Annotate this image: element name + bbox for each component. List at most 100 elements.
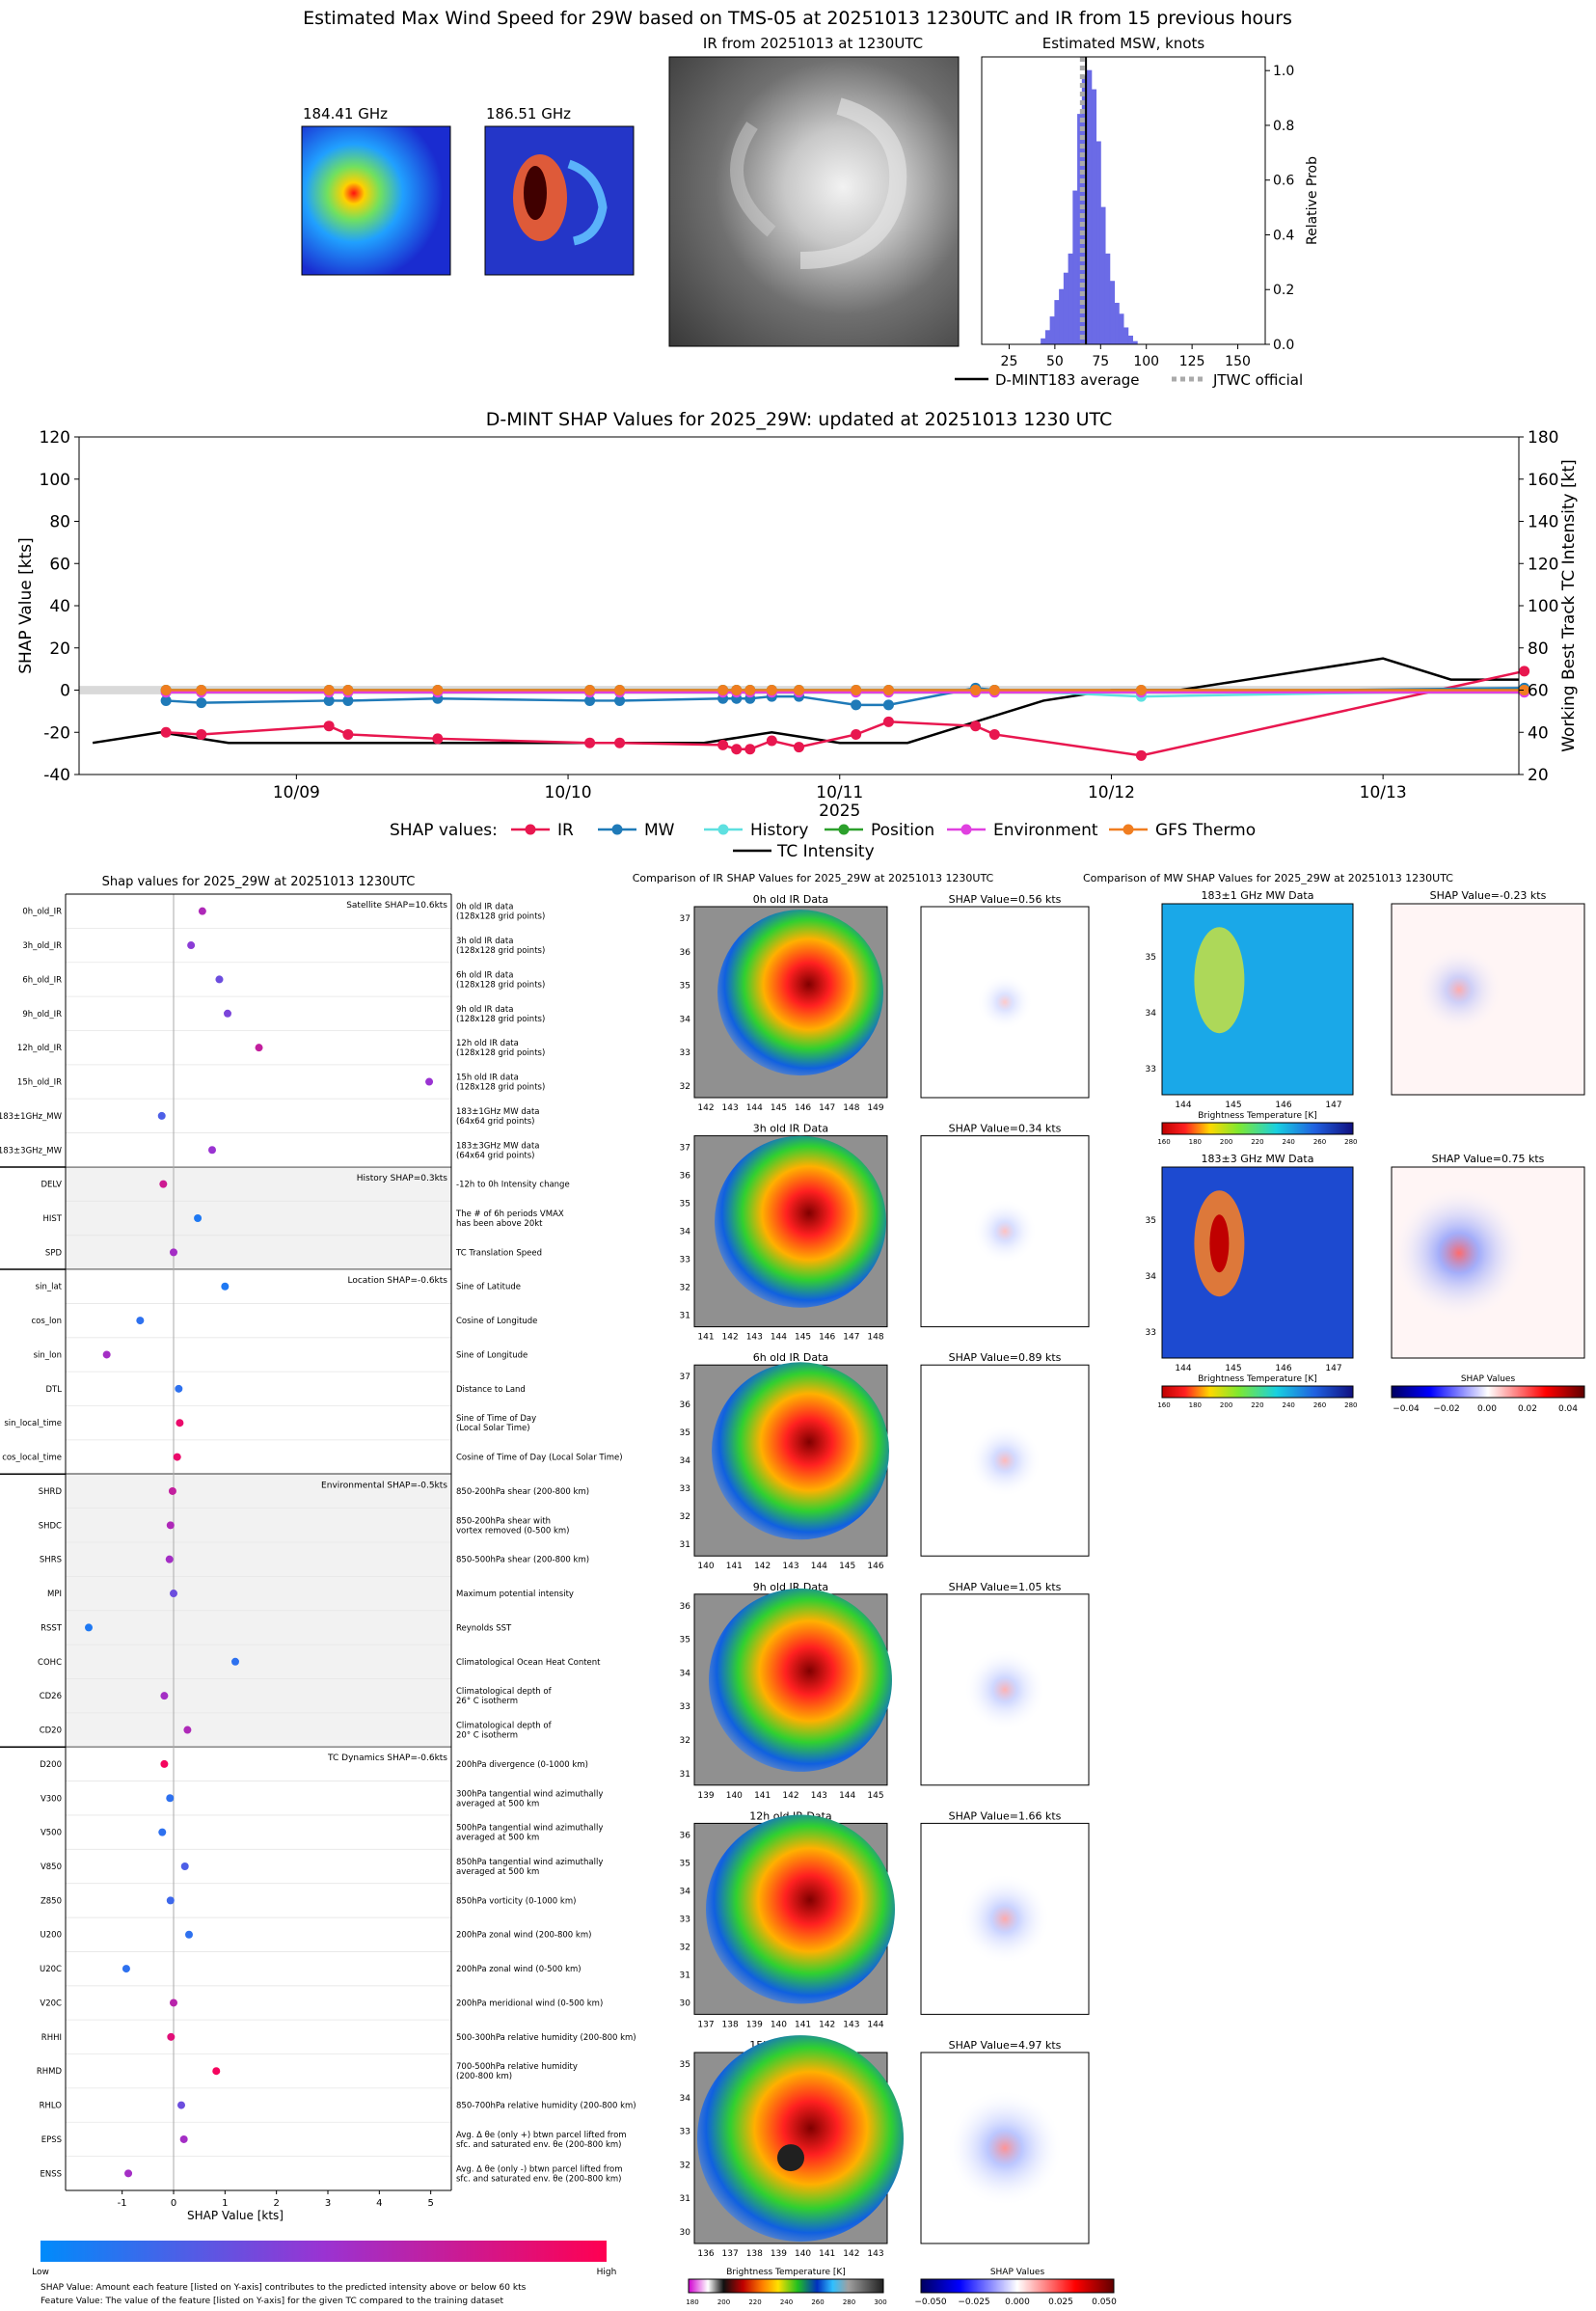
series-point-gfs-thermo xyxy=(342,685,354,695)
feature-description: 500-300hPa relative humidity (200-800 km… xyxy=(456,2033,636,2043)
ir-xtick-label: 147 xyxy=(819,1103,835,1113)
feature-description: 20° C isotherm xyxy=(456,1731,518,1741)
mw-shap-title: SHAP Value=0.75 kts xyxy=(1432,1153,1545,1165)
mw-colorbar-tick: 260 xyxy=(1313,1138,1326,1146)
ir-ytick-label: 32 xyxy=(680,2161,690,2170)
feature-name: COHC xyxy=(38,1658,62,1668)
series-point-ir xyxy=(794,742,804,753)
series-point-mw xyxy=(160,694,172,706)
ir-brightness-colorbar xyxy=(688,2278,884,2294)
feature-description: vortex removed (0-500 km) xyxy=(456,1526,569,1536)
ir-shap-title: SHAP Value=0.56 kts xyxy=(949,893,1062,906)
mw-storm-image xyxy=(1194,927,1245,1034)
ir-xtick-label: 142 xyxy=(819,2020,835,2029)
features-xlabel: SHAP Value [kts] xyxy=(187,2209,284,2222)
histogram-bar xyxy=(1044,330,1051,345)
feature-description: 12h old IR data xyxy=(456,1039,519,1048)
feature-description: (128x128 grid points) xyxy=(456,1083,545,1093)
histogram-ytick-label: 0.4 xyxy=(1273,228,1294,243)
feature-name: 183±1GHz_MW xyxy=(0,1112,63,1122)
feature-name: RHLO xyxy=(40,2102,63,2111)
feature-shap-dot xyxy=(425,1077,434,1086)
ir-xtick-label: 142 xyxy=(754,1562,771,1571)
feature-name: 0h_old_IR xyxy=(22,908,62,917)
ir-panel-title: 6h old IR Data xyxy=(753,1351,828,1364)
ir-xtick-label: 145 xyxy=(795,1333,811,1343)
group-label: Satellite SHAP=10.6kts xyxy=(346,901,447,911)
mw-colorbar-tick: 200 xyxy=(1220,1401,1232,1409)
timeseries-ylabel-right: Working Best Track TC Intensity [kt] xyxy=(1559,459,1579,752)
mw-brightness-colorbar xyxy=(1161,1385,1354,1399)
series-point-gfs-thermo xyxy=(584,685,596,695)
timeseries-ytick-right-label: 140 xyxy=(1528,513,1558,532)
series-point-ir xyxy=(614,737,626,748)
timeseries-ytick-right-label: 180 xyxy=(1528,428,1558,448)
feature-description: Avg. Δ θe (only -) btwn parcel lifted fr… xyxy=(456,2164,623,2174)
ir-shap-colorbar-tick: −0.025 xyxy=(958,2297,989,2307)
mw-colorbar-tick: 200 xyxy=(1220,1138,1232,1146)
ir-ytick-label: 32 xyxy=(680,1512,690,1522)
mw-shap-colorbar xyxy=(1391,1385,1585,1399)
feature-name: RSST xyxy=(41,1623,63,1633)
mw1-image xyxy=(301,125,451,276)
mw-ytick-label: 34 xyxy=(1146,1009,1157,1019)
timeseries-xlabel: 2025 xyxy=(819,802,860,821)
feature-description: 850-700hPa relative humidity (200-800 km… xyxy=(456,2102,636,2111)
timeseries-legend-label: SHAP values: xyxy=(390,821,498,840)
footnote-feature: Feature Value: The value of the feature … xyxy=(41,2297,503,2306)
ir-xtick-label: 143 xyxy=(867,2249,883,2259)
ir-xtick-label: 139 xyxy=(746,2020,763,2029)
feature-description: 183±1GHz MW data xyxy=(456,1107,539,1117)
mw2-image xyxy=(484,125,635,276)
series-point-ir xyxy=(432,733,444,745)
mw-colorbar-tick: 280 xyxy=(1344,1401,1357,1409)
histogram-xtick-label: 50 xyxy=(1046,354,1064,369)
feature-shap-dot xyxy=(221,1282,230,1291)
ir-storm-image xyxy=(697,2035,904,2243)
feature-description: 850-500hPa shear (200-800 km) xyxy=(456,1556,589,1565)
ir-panel-title: 0h old IR Data xyxy=(753,893,828,906)
mw-xtick-label: 145 xyxy=(1225,1364,1241,1373)
legend-series-label: GFS Thermo xyxy=(1155,821,1256,840)
ir-ytick-label: 33 xyxy=(680,1048,690,1058)
ir-ytick-label: 35 xyxy=(680,982,690,992)
series-point-gfs-thermo xyxy=(851,685,862,695)
ir-xtick-label: 141 xyxy=(726,1562,743,1571)
mw-ytick-label: 34 xyxy=(1146,1272,1157,1282)
series-point-mw xyxy=(342,694,354,706)
feature-description: 0h old IR data xyxy=(456,903,513,912)
legend-series-label: IR xyxy=(557,821,574,840)
legend-intensity-label: TC Intensity xyxy=(776,842,875,861)
feature-name: SHDC xyxy=(39,1521,62,1531)
feature-description: Cosine of Time of Day (Local Solar Time) xyxy=(456,1454,623,1463)
feature-description: averaged at 500 km xyxy=(456,1867,539,1877)
mw-colorbar-title: Brightness Temperature [K] xyxy=(1198,1111,1317,1121)
ir-ytick-label: 37 xyxy=(680,1373,690,1382)
series-point-ir xyxy=(766,735,777,747)
mw-panel-title: 183±1 GHz MW Data xyxy=(1202,889,1314,902)
ir-xtick-label: 145 xyxy=(867,1791,883,1801)
ir-ytick-label: 37 xyxy=(680,914,690,924)
ir-storm-image xyxy=(717,910,883,1076)
feature-name: MPI xyxy=(47,1590,62,1599)
legend-swatch-dot xyxy=(838,824,850,835)
feature-description: 850hPa vorticity (0-1000 km) xyxy=(456,1896,576,1906)
shap-features-chart: Shap values for 2025_29W at 20251013 123… xyxy=(0,875,636,2306)
series-point-ir xyxy=(970,720,982,732)
tc-intensity-line xyxy=(92,657,1519,745)
mw-colorbar-tick: 160 xyxy=(1157,1138,1170,1146)
ir-xtick-label: 142 xyxy=(843,2249,859,2259)
series-point-ir xyxy=(851,728,862,740)
ir-xtick-label: 142 xyxy=(782,1791,798,1801)
feature-shap-dot xyxy=(124,2169,133,2178)
feature-shap-dot xyxy=(175,1384,183,1393)
footnote-shap: SHAP Value: Amount each feature [listed … xyxy=(41,2283,527,2293)
feature-description: 300hPa tangential wind azimuthally xyxy=(456,1789,603,1799)
feature-shap-dot xyxy=(160,1692,169,1700)
feature-name: RHHI xyxy=(41,2033,62,2043)
feature-name: sin_lon xyxy=(34,1350,62,1360)
ir-shap-colorbar-tick: 0.000 xyxy=(1005,2297,1030,2307)
mw-panel-title: 183±3 GHz MW Data xyxy=(1202,1153,1314,1165)
feature-shap-dot xyxy=(170,1590,177,1598)
